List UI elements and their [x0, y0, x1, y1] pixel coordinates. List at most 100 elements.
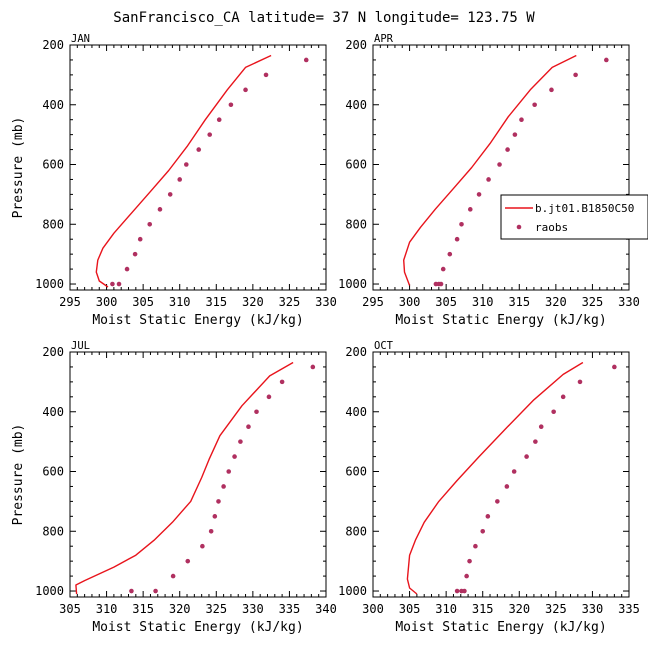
obs-point: [137, 236, 143, 242]
obs-point: [200, 543, 205, 549]
x-tick-label: 320: [242, 295, 264, 309]
y-tick-label: 400: [42, 98, 64, 112]
y-tick-label: 200: [42, 38, 64, 52]
obs-point: [459, 588, 464, 594]
series-line-model: [403, 54, 577, 286]
series-line-model: [75, 361, 294, 595]
obs-point: [485, 514, 491, 519]
obs-point: [263, 72, 269, 78]
panel-label: JAN: [71, 33, 90, 45]
obs-point: [447, 251, 453, 257]
legend-label-obs: raobs: [535, 221, 568, 234]
y-tick-label: 200: [345, 345, 367, 359]
obs-point: [511, 469, 517, 474]
x-tick-label: 315: [132, 602, 154, 616]
y-tick-label: 800: [42, 524, 64, 538]
obs-point: [464, 573, 469, 579]
x-tick-label: 305: [59, 602, 81, 616]
y-tick-label: 200: [42, 345, 64, 359]
obs-point: [467, 558, 472, 564]
legend-marker-swatch: [516, 224, 522, 230]
obs-point: [551, 409, 556, 415]
x-tick-label: 305: [435, 295, 457, 309]
x-tick-label: 335: [618, 602, 640, 616]
obs-point: [604, 57, 609, 63]
obs-point: [512, 132, 518, 137]
obs-point: [153, 588, 158, 594]
y-tick-label: 400: [345, 98, 367, 112]
obs-point: [533, 439, 538, 444]
x-tick-label: 330: [315, 295, 337, 309]
x-axis-label: Moist Static Energy (kJ/kg): [395, 313, 606, 328]
obs-point: [433, 281, 439, 287]
obs-point: [216, 499, 221, 504]
obs-point: [279, 379, 285, 385]
obs-point: [226, 469, 232, 474]
obs-point: [519, 117, 524, 122]
x-axis-label: Moist Static Energy (kJ/kg): [92, 620, 303, 635]
legend-box: [500, 194, 648, 240]
obs-point: [212, 514, 218, 519]
obs-point: [476, 192, 482, 197]
obs-point: [232, 454, 237, 459]
obs-point: [132, 251, 138, 257]
x-tick-label: 315: [472, 602, 494, 616]
x-tick-label: 310: [472, 295, 494, 309]
y-tick-label: 600: [345, 158, 367, 172]
obs-point: [505, 147, 510, 152]
x-tick-label: 325: [582, 295, 604, 309]
obs-point: [440, 266, 446, 272]
obs-point: [473, 543, 478, 549]
x-tick-label: 340: [315, 602, 337, 616]
series-line-model: [95, 54, 272, 288]
y-tick-label: 1000: [35, 584, 64, 598]
obs-point: [228, 102, 234, 108]
obs-point: [532, 102, 537, 108]
x-tick-label: 320: [508, 602, 530, 616]
panel-jan: JAN 295 300 305 310 315 320 325 330 200 400 600 800 1…: [11, 33, 337, 328]
x-tick-label: 325: [205, 602, 227, 616]
obs-point: [238, 439, 243, 444]
obs-point: [124, 266, 130, 272]
obs-point: [480, 528, 486, 534]
obs-point: [170, 573, 176, 579]
x-tick-label: 320: [169, 602, 191, 616]
obs-point: [243, 87, 248, 93]
panel-jul: JUL 305 310 315 320 325 330 335 340 200 400 600 800 1…: [11, 340, 337, 635]
obs-point: [303, 57, 309, 63]
obs-point: [185, 558, 191, 564]
plot-frame: [69, 44, 327, 291]
legend: b.jt01.B1850C50 raobs: [500, 194, 648, 240]
plot-frame: [69, 351, 327, 598]
y-tick-label: 1000: [338, 277, 367, 291]
x-tick-label: 300: [399, 295, 421, 309]
y-tick-label: 1000: [35, 277, 64, 291]
y-tick-label: 800: [345, 524, 367, 538]
obs-point: [246, 424, 251, 429]
obs-point: [612, 364, 617, 370]
x-tick-label: 325: [279, 295, 301, 309]
obs-point: [116, 281, 122, 287]
obs-point: [208, 528, 214, 534]
obs-point: [196, 147, 202, 152]
series-line-model: [406, 361, 584, 595]
x-tick-label: 325: [545, 602, 567, 616]
y-axis-label: Pressure (mb): [11, 424, 26, 526]
legend-label-model: b.jt01.B1850C50: [535, 202, 634, 215]
plot-frame: [372, 351, 630, 598]
obs-point: [266, 394, 272, 400]
obs-point: [524, 454, 529, 459]
panel-oct: OCT 300 305 310 315 320 325 330 335 200 400 600 800 1…: [338, 340, 640, 635]
x-tick-label: 300: [362, 602, 384, 616]
obs-point: [207, 132, 213, 137]
y-tick-label: 400: [345, 405, 367, 419]
x-tick-label: 330: [582, 602, 604, 616]
obs-point: [454, 236, 460, 242]
obs-point: [573, 72, 578, 78]
obs-point: [495, 499, 500, 504]
x-axis-label: Moist Static Energy (kJ/kg): [92, 313, 303, 328]
y-tick-label: 400: [42, 405, 64, 419]
obs-point: [157, 207, 163, 212]
obs-point: [459, 221, 464, 227]
obs-point: [221, 484, 226, 489]
